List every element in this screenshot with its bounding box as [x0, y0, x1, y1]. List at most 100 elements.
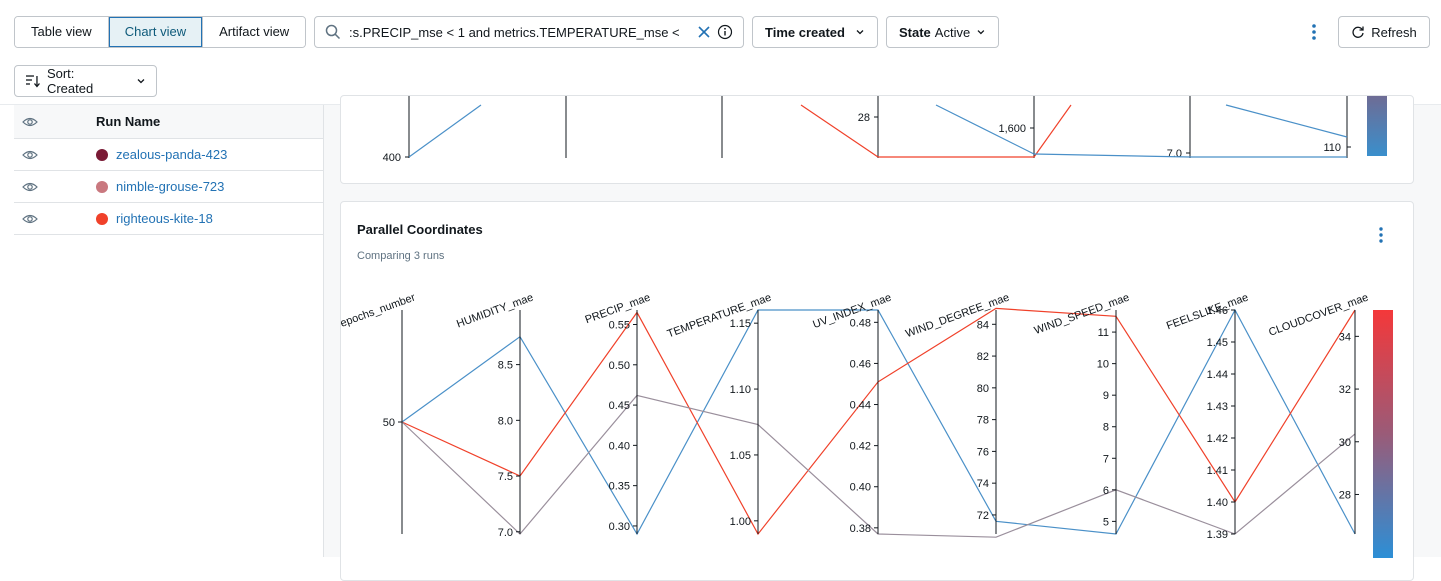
eye-icon[interactable] — [22, 116, 52, 128]
tick-label: 0.38 — [850, 523, 871, 535]
series-line — [935, 104, 1035, 155]
table-row: nimble-grouse-723 — [14, 171, 323, 203]
axis-label: epochs_number — [339, 291, 418, 329]
refresh-icon — [1352, 26, 1364, 38]
previous-chart-card: 400 28 1,600 7.0 110 — [340, 95, 1414, 184]
axis-label: UV_INDEX_mae — [811, 292, 893, 332]
tick-label: 1.44 — [1207, 369, 1228, 381]
series-line — [401, 394, 1356, 538]
more-options-icon[interactable] — [1306, 22, 1322, 42]
tick-label: 10 — [1097, 359, 1109, 371]
tick-label: 0.55 — [609, 320, 630, 332]
tick-label: 7.0 — [1167, 148, 1182, 160]
tick-label: 80 — [977, 383, 989, 395]
sort-label: Sort: Created — [46, 66, 94, 96]
tick-label: 1.10 — [730, 384, 751, 396]
axis-label: WIND_DEGREE_mae — [904, 292, 1011, 341]
state-dropdown[interactable]: State Active — [886, 16, 999, 48]
run-name-header[interactable]: Run Name — [96, 114, 161, 129]
table-row: zealous-panda-423 — [14, 139, 323, 171]
tick-label: 1.15 — [730, 318, 751, 330]
info-icon[interactable] — [717, 24, 733, 40]
tick-label: 110 — [1323, 142, 1341, 154]
tick-label: 7 — [1103, 453, 1109, 465]
tick-label: 400 — [383, 152, 401, 164]
color-scale-bar — [1373, 310, 1393, 558]
card-options-icon[interactable] — [1375, 226, 1387, 244]
chevron-down-icon — [856, 30, 864, 35]
chart-view-button[interactable]: Chart view — [108, 17, 204, 47]
axis-label: WIND_SPEED_mae — [1033, 292, 1131, 338]
tick-label: 5 — [1103, 516, 1109, 528]
sort-dropdown[interactable]: Sort: Created — [14, 65, 157, 97]
tick-label: 78 — [977, 415, 989, 427]
color-scale-bar — [1367, 96, 1387, 156]
tick-label: 8.0 — [498, 415, 513, 427]
parallel-coordinates-card: Parallel Coordinates Comparing 3 runs 50… — [339, 201, 1414, 581]
tick-label: 82 — [977, 351, 989, 363]
series-line — [408, 104, 482, 158]
series-line — [401, 307, 1356, 536]
tick-label: 7.0 — [498, 527, 513, 539]
tick-label: 0.48 — [850, 317, 871, 329]
axis-label: HUMIDITY_mae — [455, 292, 535, 331]
tick-label: 74 — [977, 478, 989, 490]
run-link[interactable]: nimble-grouse-723 — [116, 179, 225, 194]
refresh-label: Refresh — [1371, 24, 1417, 40]
clear-icon[interactable] — [697, 25, 711, 39]
time-created-label: Time created — [765, 24, 845, 40]
axis-label: FEELSLIKE_mae — [1165, 292, 1250, 333]
tick-label: 32 — [1339, 384, 1351, 396]
table-view-button[interactable]: Table view — [15, 17, 109, 47]
parallel-coordinates-chart: 50 epochs_number 8.5 8.0 7.5 7.0 HUMIDITY_mae 0… — [339, 291, 1393, 558]
refresh-button[interactable]: Refresh — [1338, 16, 1430, 48]
tick-label: 28 — [858, 112, 870, 124]
state-value: Active — [934, 24, 971, 40]
axis-label: PRECIP_mae — [584, 292, 652, 327]
state-label: State — [899, 24, 931, 40]
tick-label: 1.41 — [1207, 465, 1228, 477]
tick-label: 0.35 — [609, 481, 630, 493]
run-color-dot — [96, 212, 108, 225]
eye-icon[interactable] — [22, 149, 52, 161]
tick-label: 84 — [977, 319, 989, 331]
eye-icon[interactable] — [22, 181, 52, 193]
run-link[interactable]: righteous-kite-18 — [116, 211, 213, 226]
runs-table: Run Name zealous-panda-423 nimble-grouse… — [14, 105, 323, 235]
tick-label: 0.40 — [609, 440, 630, 452]
axis-label: TEMPERATURE_mae — [666, 292, 773, 341]
panel-divider — [323, 105, 324, 557]
eye-icon[interactable] — [22, 213, 52, 225]
tick-label: 1,600 — [998, 123, 1026, 135]
run-color-dot — [96, 148, 108, 161]
series-line — [1225, 104, 1348, 138]
tick-label: 1.00 — [730, 516, 751, 528]
tick-label: 0.40 — [850, 482, 871, 494]
series-line — [1033, 104, 1072, 158]
time-created-dropdown[interactable]: Time created — [752, 16, 878, 48]
table-row: righteous-kite-18 — [14, 203, 323, 235]
tick-label: 0.46 — [850, 358, 871, 370]
tick-label: 0.45 — [609, 400, 630, 412]
tick-label: 0.30 — [609, 521, 630, 533]
card-title: Parallel Coordinates — [357, 222, 483, 237]
tick-label: 50 — [383, 417, 395, 429]
previous-chart: 400 28 1,600 7.0 110 — [383, 96, 1387, 164]
toolbar: Table view Chart view Artifact view :s.P… — [0, 0, 1441, 64]
series-line — [1033, 153, 1347, 158]
run-color-dot — [96, 180, 108, 193]
run-link[interactable]: zealous-panda-423 — [116, 147, 228, 162]
tick-label: 1.39 — [1207, 529, 1228, 541]
axis-label: CLOUDCOVER_mae — [1267, 292, 1370, 339]
series-line — [401, 308, 1356, 536]
series-line — [800, 104, 879, 158]
tick-label: 8 — [1103, 422, 1109, 434]
tick-label: 1.40 — [1207, 497, 1228, 509]
artifact-view-button[interactable]: Artifact view — [203, 17, 306, 47]
search-input[interactable]: :s.PRECIP_mse < 1 and metrics.TEMPERATUR… — [314, 16, 744, 48]
chevron-down-icon — [977, 30, 985, 35]
tick-label: 7.5 — [498, 471, 513, 483]
tick-label: 76 — [977, 446, 989, 458]
tick-label: 0.50 — [609, 360, 630, 372]
sort-icon — [25, 75, 40, 88]
